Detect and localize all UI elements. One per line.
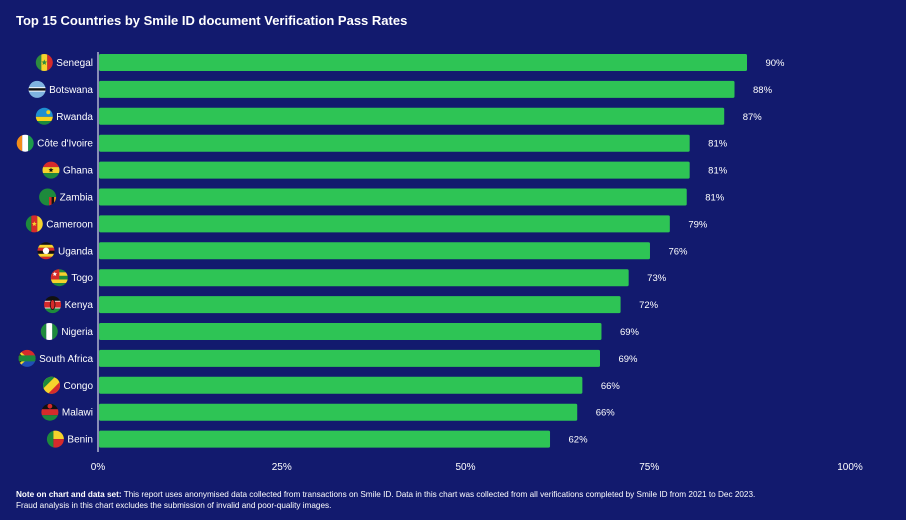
- data-label: 62%: [569, 435, 589, 446]
- data-label: 72%: [639, 300, 659, 311]
- bar: [99, 107, 725, 125]
- category-label: Senegal: [56, 58, 93, 69]
- category-label: Congo: [64, 381, 94, 392]
- category-label: South Africa: [39, 354, 93, 365]
- bar: [99, 323, 602, 340]
- chart-title: Top 15 Countries by Smile ID document Ve…: [16, 13, 408, 28]
- data-label: 69%: [620, 327, 640, 338]
- category-label: Benin: [67, 435, 93, 446]
- bar: [99, 161, 690, 179]
- togo-flag-icon: [50, 269, 68, 287]
- category-label: Zambia: [60, 193, 94, 204]
- category-label: Kenya: [65, 300, 94, 311]
- bar: [99, 269, 629, 287]
- data-label: 66%: [596, 408, 616, 419]
- footnote-line1: This report uses anonymised data collect…: [123, 490, 756, 499]
- bar: [99, 188, 687, 206]
- bar: [99, 80, 735, 98]
- category-label: Togo: [71, 273, 93, 284]
- bar: [99, 215, 670, 233]
- category-label: Rwanda: [56, 112, 93, 123]
- category-label: Cameroon: [46, 219, 93, 230]
- footnote-line2: Fraud analysis in this chart excludes th…: [16, 501, 332, 510]
- category-label: Côte d'Ivoire: [37, 139, 93, 150]
- data-label: 76%: [668, 246, 688, 257]
- data-label: 90%: [765, 58, 785, 69]
- rwanda-flag-icon: [35, 107, 53, 125]
- botswana-flag-icon: [28, 80, 46, 98]
- bar: [99, 349, 601, 367]
- x-tick-label: 50%: [455, 462, 475, 473]
- footnote: Note on chart and data set: This report …: [16, 489, 896, 511]
- bar: [99, 134, 690, 152]
- data-label: 81%: [708, 139, 728, 150]
- category-label: Malawi: [62, 408, 93, 419]
- data-label: 69%: [618, 354, 638, 365]
- cote-divoire-flag-icon: [16, 134, 34, 152]
- category-label: Ghana: [63, 166, 93, 177]
- x-tick-label: 25%: [272, 462, 292, 473]
- flag-icons-layer: [16, 54, 68, 448]
- data-labels-layer: 90% 88% 87% 81% 81% 81% 79% 76% 73% 72% 69% 69% 66% 6…: [569, 58, 786, 446]
- x-tick-label: 75%: [639, 462, 659, 473]
- cameroon-flag-icon: [25, 215, 43, 233]
- x-tick-labels-layer: 0% 25% 50% 75% 100%: [91, 462, 863, 473]
- bar: [99, 376, 583, 394]
- bar: [99, 296, 621, 314]
- congo-flag-icon: [43, 376, 60, 394]
- bar: [99, 430, 551, 448]
- data-label: 81%: [705, 193, 725, 204]
- kenya-flag-icon: [44, 296, 62, 314]
- data-label: 81%: [708, 166, 728, 177]
- category-label: Nigeria: [61, 327, 93, 338]
- bar: [99, 242, 650, 260]
- category-label: Botswana: [49, 85, 93, 96]
- x-tick-label: 0%: [91, 462, 106, 473]
- data-label: 79%: [688, 219, 708, 230]
- zambia-flag-icon: [39, 188, 57, 206]
- x-tick-label: 100%: [837, 462, 863, 473]
- data-label: 73%: [647, 273, 667, 284]
- data-label: 87%: [743, 112, 763, 123]
- footnote-label: Note on chart and data set:: [16, 490, 122, 499]
- benin-flag-icon: [46, 430, 64, 448]
- south-africa-flag-icon: [18, 349, 36, 367]
- malawi-flag-icon: [41, 403, 59, 421]
- nigeria-flag-icon: [40, 323, 58, 340]
- senegal-flag-icon: [35, 54, 53, 71]
- category-labels-layer: Senegal Botswana Rwanda Côte d'Ivoire Ghana Z…: [37, 58, 93, 446]
- bar: [99, 54, 748, 71]
- bar: [99, 403, 578, 421]
- data-label: 66%: [601, 381, 621, 392]
- data-label: 88%: [753, 85, 773, 96]
- category-label: Uganda: [58, 246, 93, 257]
- bars-layer: [99, 54, 748, 448]
- uganda-flag-icon: [37, 242, 55, 260]
- ghana-flag-icon: [42, 161, 60, 179]
